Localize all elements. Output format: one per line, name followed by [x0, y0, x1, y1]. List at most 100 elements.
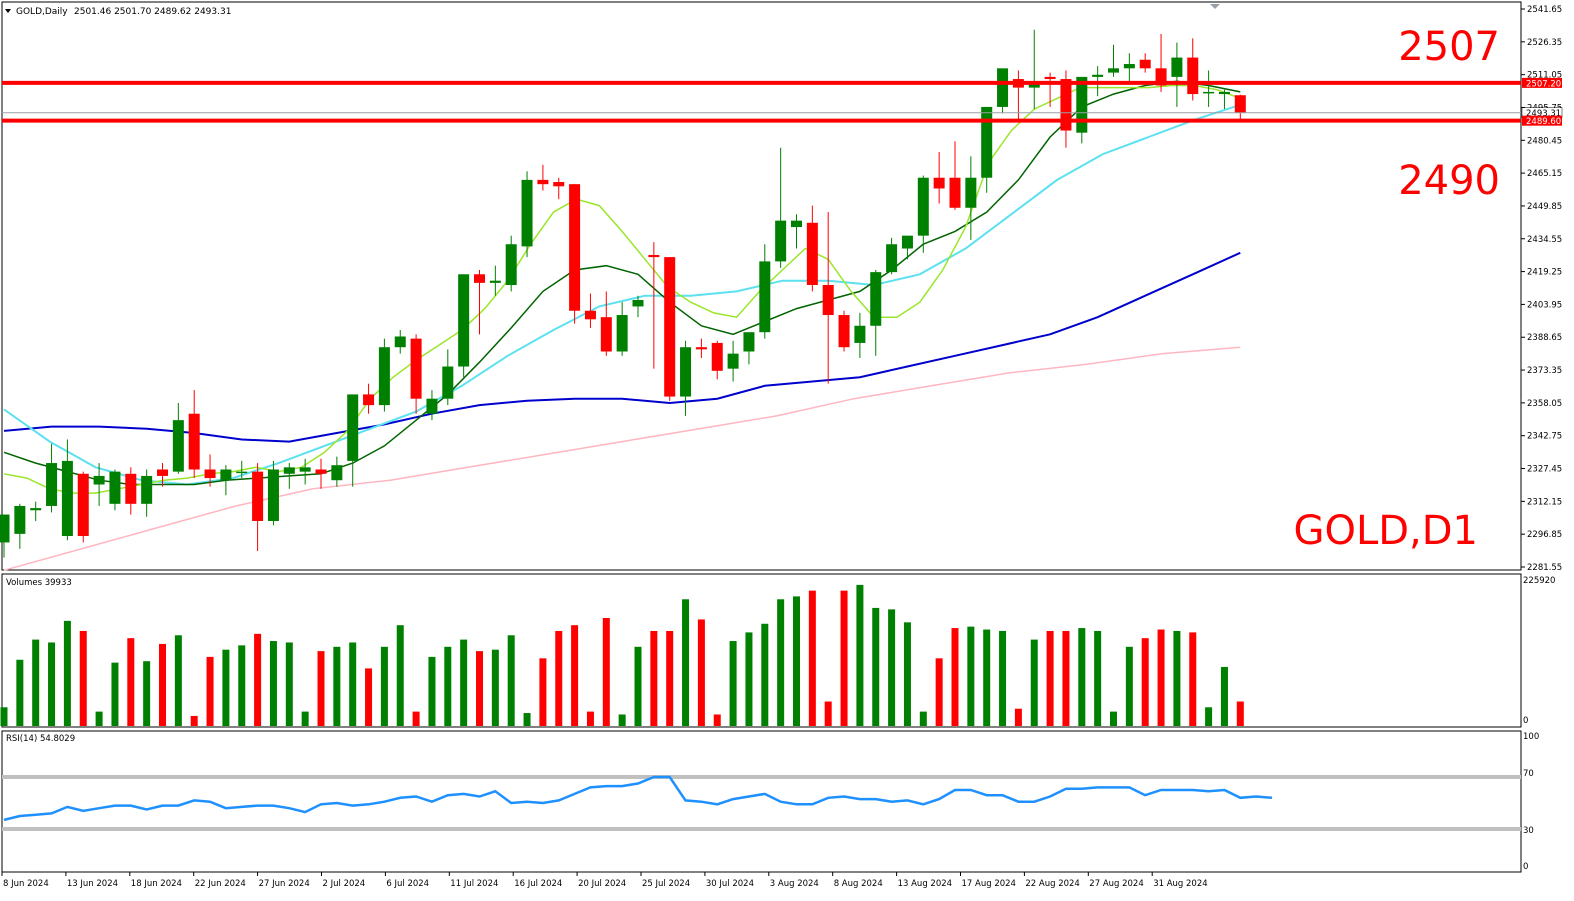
dropdown-arrow-icon[interactable]	[5, 9, 11, 13]
candle	[886, 237, 898, 275]
candle-body	[474, 274, 485, 283]
candle-body	[1171, 57, 1183, 77]
date-label: 6 Jul 2024	[386, 879, 429, 889]
candle-body	[1123, 64, 1135, 69]
candle-body	[553, 182, 565, 187]
candle-body	[822, 284, 834, 316]
volume-bar	[808, 590, 816, 726]
price-tag-resistance	[1522, 77, 1562, 88]
candle-body	[886, 244, 898, 273]
rsi-tick-100: 100	[1523, 732, 1539, 742]
volume-bar	[602, 618, 610, 726]
candle	[600, 291, 612, 356]
candle	[267, 460, 279, 526]
candle-body	[109, 471, 121, 504]
candle-body	[632, 300, 644, 307]
candle	[1108, 44, 1119, 77]
candle-body	[331, 465, 343, 481]
candle-body	[172, 420, 184, 472]
candle-body	[616, 315, 628, 352]
date-label: 16 Jul 2024	[514, 879, 562, 889]
candle	[569, 184, 581, 324]
candle-body	[1187, 57, 1199, 95]
candle	[252, 463, 264, 552]
volume-bar	[254, 633, 262, 726]
candle	[632, 295, 644, 318]
candle	[0, 514, 10, 558]
volume-bar	[682, 599, 690, 726]
candle	[157, 463, 168, 487]
date-label: 31 Aug 2024	[1153, 879, 1207, 889]
price-panel	[1, 1, 1522, 571]
volume-bar	[206, 656, 214, 726]
candle-body	[299, 467, 311, 472]
candle	[220, 465, 232, 496]
candle-body	[1218, 91, 1230, 95]
candle	[1123, 53, 1135, 82]
symbol-timeframe-annotation: GOLD,D1	[1293, 508, 1478, 554]
candle	[93, 463, 105, 506]
volume-bar	[777, 599, 785, 726]
volume-bar	[1062, 630, 1070, 726]
price-tick-label: 2342.75	[1527, 432, 1562, 442]
candle-body	[997, 68, 1009, 107]
candle	[46, 443, 58, 513]
candle	[743, 332, 755, 365]
volume-bar	[523, 713, 531, 726]
volume-bar	[444, 646, 452, 726]
candle-body	[838, 315, 850, 348]
price-tick-label: 2403.95	[1527, 300, 1562, 310]
candle	[854, 312, 866, 358]
candle	[838, 310, 850, 352]
volume-bar	[301, 711, 309, 726]
date-label: 30 Jul 2024	[706, 879, 754, 889]
volume-bar	[713, 714, 721, 726]
candle	[442, 349, 454, 406]
candle-body	[806, 222, 818, 285]
price-tick-label: 2388.65	[1527, 333, 1562, 343]
volume-bar	[634, 646, 642, 726]
candle-body	[949, 177, 961, 208]
volume-bar	[793, 596, 800, 726]
date-label: 27 Aug 2024	[1089, 879, 1143, 889]
candle-body	[901, 235, 913, 249]
candle	[870, 269, 882, 356]
candle-body	[1234, 95, 1246, 113]
candle	[77, 471, 89, 543]
volume-bar	[571, 625, 579, 726]
candle	[505, 235, 517, 292]
volume-bar	[555, 630, 563, 726]
volume-bar	[111, 662, 119, 726]
rsi-line	[3, 775, 1273, 822]
volume-bar	[63, 620, 71, 726]
candle	[315, 458, 327, 489]
candle	[188, 390, 200, 479]
candle-body	[442, 366, 454, 399]
date-label: 3 Aug 2024	[770, 879, 819, 889]
date-label: 13 Jun 2024	[67, 879, 118, 889]
candle-body	[505, 244, 517, 285]
chart-shift-marker-icon[interactable]	[1210, 4, 1220, 9]
candle-body	[870, 272, 882, 326]
price-tick-label: 2526.35	[1527, 38, 1562, 48]
candle-body	[569, 184, 581, 311]
volume-bar	[1205, 707, 1213, 726]
candle-body	[648, 254, 660, 258]
price-tick-label: 2373.35	[1527, 366, 1562, 376]
candle-body	[61, 460, 73, 536]
price-tick-label: 2296.85	[1527, 530, 1562, 540]
volume-bar	[697, 619, 705, 726]
candle	[901, 235, 913, 260]
volume-bar	[507, 635, 515, 726]
candle	[759, 244, 771, 339]
volume-bar	[967, 626, 975, 726]
volume-bar	[32, 639, 40, 726]
volume-bar	[16, 659, 24, 726]
candle-body	[917, 177, 929, 236]
candle	[394, 330, 406, 354]
candle	[1187, 38, 1199, 101]
volume-bar	[1078, 628, 1086, 726]
candle-body	[695, 347, 707, 350]
candle	[30, 501, 42, 521]
